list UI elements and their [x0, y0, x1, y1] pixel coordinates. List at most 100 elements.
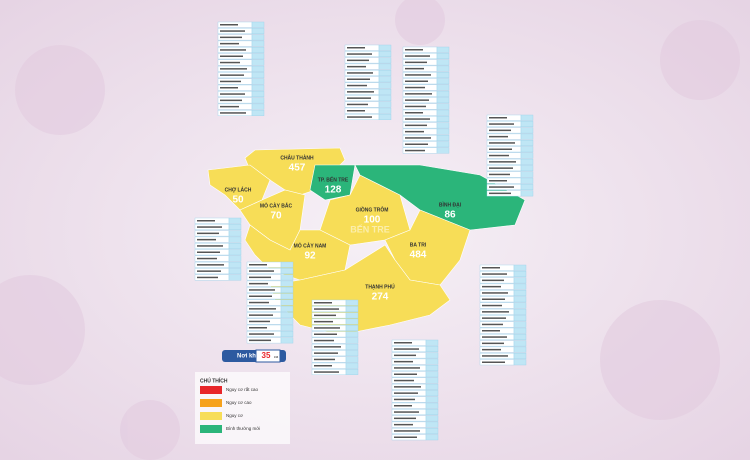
table-value-cell [513, 346, 527, 353]
district-name: BA TRI [410, 242, 427, 248]
other-sources: Nơi khác về 35 ca [222, 349, 286, 363]
table-value-cell [520, 139, 534, 146]
table-value-cell [378, 63, 392, 70]
table-value-cell [425, 371, 439, 378]
table-name-placeholder [347, 91, 374, 93]
table-name-placeholder [394, 373, 417, 375]
district-cases: 128 [325, 185, 342, 196]
table-name-placeholder [249, 339, 271, 342]
table-value-cell [251, 28, 265, 34]
table-name-placeholder [314, 352, 338, 354]
table-name-placeholder [220, 68, 247, 70]
table-value-cell [345, 356, 359, 363]
table-value-cell [345, 350, 359, 357]
other-sources-cases: 35 [262, 351, 271, 360]
legend-label: Nguy cơ cao [226, 400, 252, 405]
table-value-cell [436, 109, 450, 116]
table-name-placeholder [220, 61, 240, 64]
table-value-cell [228, 255, 242, 262]
district-cases: 50 [232, 195, 244, 206]
table-name-placeholder [249, 333, 274, 335]
table-name-placeholder [405, 49, 423, 51]
table-value-cell [345, 331, 359, 338]
district-cases: 274 [372, 292, 389, 303]
ward-tables [194, 21, 534, 441]
table-value-cell [425, 434, 439, 441]
table-value-cell [513, 271, 527, 277]
table-name-placeholder [394, 423, 413, 426]
table-value-cell [345, 318, 359, 325]
table-value-cell [228, 249, 242, 256]
table-value-cell [280, 293, 294, 300]
table-value-cell [513, 290, 527, 296]
table-value-cell [520, 127, 534, 134]
table-value-cell [520, 146, 534, 153]
table-value-cell [436, 122, 450, 129]
table-value-cell [425, 346, 439, 352]
table-name-placeholder [197, 220, 215, 222]
table-name-placeholder [220, 105, 239, 108]
table-value-cell [520, 114, 534, 121]
table-value-cell [436, 46, 450, 53]
table-value-cell [436, 53, 450, 59]
table-name-placeholder [482, 273, 507, 275]
table-value-cell [513, 327, 527, 334]
table-name-placeholder [220, 99, 242, 102]
table-name-placeholder [347, 65, 366, 68]
table-name-placeholder [405, 61, 427, 64]
table-value-cell [378, 44, 392, 51]
table-name-placeholder [482, 285, 501, 288]
table-name-placeholder [197, 251, 220, 253]
district-cases: 92 [304, 251, 316, 262]
table-name-placeholder [482, 330, 500, 332]
table-value-cell [520, 190, 534, 197]
table-name-placeholder [405, 80, 428, 82]
table-value-cell [520, 184, 534, 191]
table-name-placeholder [482, 355, 508, 357]
table-name-placeholder [220, 55, 243, 57]
table-value-cell [228, 217, 242, 224]
table-name-placeholder [405, 105, 426, 108]
table-value-cell [425, 383, 439, 390]
table-value-cell [280, 305, 294, 312]
table-name-placeholder [482, 292, 508, 294]
district-cases: 457 [289, 163, 306, 174]
table-name-placeholder [249, 264, 267, 266]
table-value-cell [378, 51, 392, 57]
table-value-cell [280, 318, 294, 325]
legend: CHÚ THÍCH Nguy cơ rất cao Nguy cơ cao Nguy… [195, 372, 290, 444]
table-name-placeholder [489, 135, 508, 138]
table-name-placeholder [489, 123, 514, 125]
table-name-placeholder [394, 411, 419, 413]
table-value-cell [228, 224, 242, 231]
table-name-placeholder [482, 348, 501, 351]
table-name-placeholder [394, 379, 414, 382]
table-value-cell [520, 177, 534, 184]
district-area [309, 164, 356, 201]
table-value-cell [425, 402, 439, 409]
table-value-cell [228, 274, 242, 281]
legend-swatch [200, 386, 222, 394]
table-name-placeholder [220, 36, 242, 39]
table-name-placeholder [197, 226, 222, 228]
table-name-placeholder [197, 257, 217, 260]
table-name-placeholder [314, 346, 341, 348]
table-value-cell [251, 97, 265, 104]
table-name-placeholder [489, 129, 511, 132]
table-name-placeholder [394, 367, 420, 369]
table-value-cell [378, 101, 392, 108]
table-name-placeholder [314, 308, 339, 310]
table-name-placeholder [249, 295, 272, 297]
table-name-placeholder [249, 327, 267, 329]
table-value-cell [436, 116, 450, 123]
table-value-cell [520, 158, 534, 165]
table-name-placeholder [489, 192, 511, 195]
table-name-placeholder [347, 116, 372, 118]
table-value-cell [378, 76, 392, 83]
table-name-placeholder [314, 339, 334, 342]
table-name-placeholder [394, 348, 419, 350]
table-name-placeholder [314, 314, 336, 317]
table-value-cell [251, 65, 265, 72]
table-name-placeholder [489, 161, 516, 163]
legend-label: Bình thường mới [226, 426, 260, 431]
